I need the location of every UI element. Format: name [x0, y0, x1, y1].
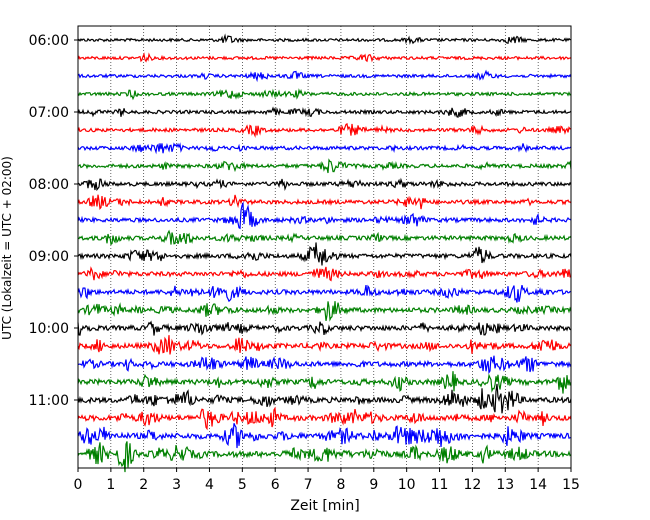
- y-tick-label: 09:00: [29, 249, 69, 265]
- seismic-trace: [77, 383, 572, 414]
- traces: [77, 33, 572, 473]
- x-tick-label: 12: [463, 477, 481, 493]
- seismic-trace: [77, 52, 572, 63]
- y-tick-label: 06:00: [29, 33, 69, 49]
- seismic-trace: [77, 229, 572, 246]
- x-tick-label: 15: [562, 477, 580, 493]
- y-tick-label: 10:00: [29, 321, 69, 337]
- y-tick-label: 08:00: [29, 177, 69, 193]
- x-tick-label: 4: [205, 477, 214, 493]
- plot-frame: [77, 25, 572, 469]
- seismic-trace: [77, 177, 572, 192]
- seismic-trace: [77, 423, 572, 449]
- seismic-trace: [77, 266, 572, 282]
- seismic-trace: [77, 201, 572, 230]
- x-axis-label: Zeit [min]: [290, 498, 359, 514]
- seismic-trace: [77, 441, 572, 473]
- x-tick-label: 7: [304, 477, 313, 493]
- x-tick-label: 14: [529, 477, 547, 493]
- x-tick-label: 2: [139, 477, 148, 493]
- x-tick-label: 6: [271, 477, 280, 493]
- seismic-trace: [77, 406, 572, 431]
- x-tick-label: 9: [369, 477, 378, 493]
- x-tick-label: 5: [238, 477, 247, 493]
- seismic-trace: [77, 335, 572, 355]
- y-tick-label: 07:00: [29, 105, 69, 121]
- seismic-trace: [77, 320, 572, 336]
- seismic-trace: [77, 371, 572, 394]
- seismic-trace: [77, 33, 572, 45]
- seismic-trace: [77, 242, 572, 266]
- x-tick-label: 0: [74, 477, 83, 493]
- y-tick-label: 11:00: [29, 393, 69, 409]
- plot-background: [78, 26, 571, 468]
- y-axis-label: UTC (Lokalzeit = UTC + 02:00): [0, 156, 14, 340]
- x-tick-label: 13: [496, 477, 514, 493]
- seismic-trace: [77, 142, 572, 155]
- seismic-trace: [77, 355, 572, 375]
- seismic-trace: [77, 88, 572, 101]
- x-tick-label: 1: [106, 477, 115, 493]
- seismic-trace: [77, 194, 572, 211]
- seismic-trace: [77, 301, 572, 322]
- x-tick-label: 3: [172, 477, 181, 493]
- seismic-trace: [77, 158, 572, 174]
- seismic-trace: [77, 106, 572, 118]
- seismic-trace: [77, 284, 572, 303]
- x-tick-label: 8: [336, 477, 345, 493]
- x-axis: 0 1 2 3 4 5 6 7 8 9 10 11 12 13 14 15: [74, 468, 580, 493]
- x-tick-label: 11: [431, 477, 449, 493]
- x-tick-label: 10: [398, 477, 416, 493]
- seismic-trace: [77, 123, 572, 138]
- seismic-trace: [77, 69, 572, 83]
- y-axis: 06:00 07:00 08:00 09:00 10:00 11:00: [29, 33, 78, 409]
